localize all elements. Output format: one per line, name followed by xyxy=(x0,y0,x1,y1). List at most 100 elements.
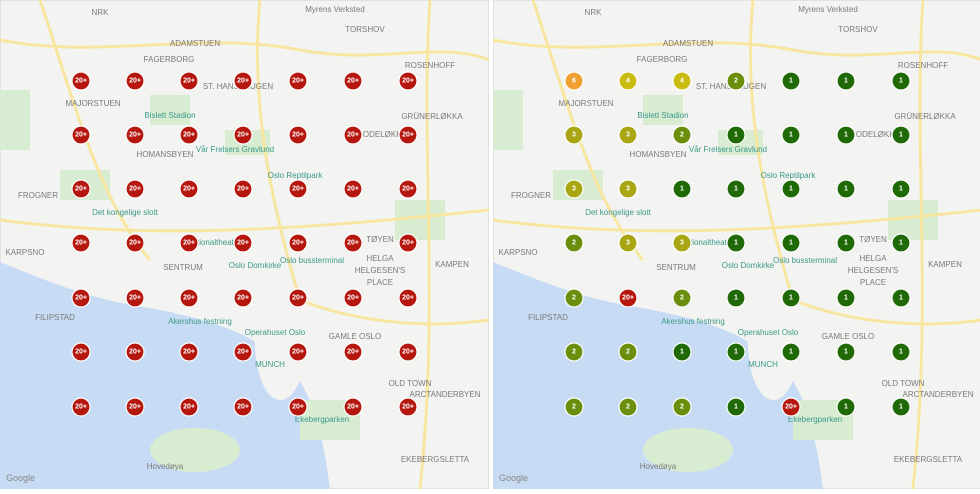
cluster-marker[interactable]: 3 xyxy=(564,125,584,145)
cluster-marker[interactable]: 1 xyxy=(781,233,801,253)
cluster-marker[interactable]: 20+ xyxy=(233,71,253,91)
cluster-marker[interactable]: 1 xyxy=(672,342,692,362)
cluster-marker[interactable]: 20+ xyxy=(343,288,363,308)
cluster-marker[interactable]: 20+ xyxy=(343,179,363,199)
cluster-marker[interactable]: 20+ xyxy=(398,71,418,91)
cluster-marker[interactable]: 1 xyxy=(781,125,801,145)
cluster-marker[interactable]: 1 xyxy=(891,71,911,91)
cluster-marker[interactable]: 3 xyxy=(618,125,638,145)
cluster-marker[interactable]: 20+ xyxy=(125,179,145,199)
cluster-marker[interactable]: 20+ xyxy=(233,288,253,308)
cluster-marker[interactable]: 1 xyxy=(891,179,911,199)
cluster-marker[interactable]: 20+ xyxy=(343,71,363,91)
cluster-marker[interactable]: 20+ xyxy=(125,233,145,253)
cluster-marker[interactable]: 1 xyxy=(726,342,746,362)
cluster-marker[interactable]: 20+ xyxy=(233,397,253,417)
cluster-marker[interactable]: 1 xyxy=(891,397,911,417)
cluster-marker[interactable]: 20+ xyxy=(125,342,145,362)
cluster-marker[interactable]: 1 xyxy=(781,71,801,91)
cluster-marker[interactable]: 20+ xyxy=(71,397,91,417)
cluster-marker[interactable]: 1 xyxy=(836,342,856,362)
cluster-marker[interactable]: 20+ xyxy=(398,233,418,253)
cluster-marker[interactable]: 4 xyxy=(672,71,692,91)
cluster-marker[interactable]: 20+ xyxy=(398,288,418,308)
cluster-marker[interactable]: 20+ xyxy=(288,397,308,417)
cluster-marker[interactable]: 4 xyxy=(618,71,638,91)
cluster-marker[interactable]: 20+ xyxy=(71,233,91,253)
cluster-marker[interactable]: 20+ xyxy=(233,233,253,253)
cluster-marker[interactable]: 1 xyxy=(726,179,746,199)
cluster-marker[interactable]: 20+ xyxy=(343,397,363,417)
cluster-marker[interactable]: 1 xyxy=(672,179,692,199)
cluster-marker[interactable]: 2 xyxy=(672,288,692,308)
cluster-marker[interactable]: 3 xyxy=(564,179,584,199)
cluster-marker[interactable]: 2 xyxy=(672,397,692,417)
cluster-marker[interactable]: 2 xyxy=(672,125,692,145)
cluster-marker[interactable]: 3 xyxy=(672,233,692,253)
cluster-marker[interactable]: 2 xyxy=(726,71,746,91)
cluster-marker[interactable]: 1 xyxy=(781,288,801,308)
cluster-marker[interactable]: 1 xyxy=(836,288,856,308)
cluster-marker[interactable]: 20+ xyxy=(179,233,199,253)
cluster-marker[interactable]: 1 xyxy=(726,288,746,308)
marker-circle xyxy=(398,233,418,253)
cluster-marker[interactable]: 20+ xyxy=(179,342,199,362)
cluster-marker[interactable]: 20+ xyxy=(781,397,801,417)
cluster-marker[interactable]: 1 xyxy=(836,71,856,91)
cluster-marker[interactable]: 20+ xyxy=(71,179,91,199)
cluster-marker[interactable]: 20+ xyxy=(179,288,199,308)
cluster-marker[interactable]: 1 xyxy=(836,233,856,253)
cluster-marker[interactable]: 20+ xyxy=(179,179,199,199)
cluster-marker[interactable]: 20+ xyxy=(71,125,91,145)
cluster-marker[interactable]: 20+ xyxy=(71,342,91,362)
marker-label: 3 xyxy=(626,186,630,193)
cluster-marker[interactable]: 3 xyxy=(618,179,638,199)
cluster-marker[interactable]: 2 xyxy=(618,342,638,362)
cluster-marker[interactable]: 20+ xyxy=(179,125,199,145)
cluster-marker[interactable]: 1 xyxy=(891,342,911,362)
cluster-marker[interactable]: 1 xyxy=(781,342,801,362)
cluster-marker[interactable]: 20+ xyxy=(288,125,308,145)
cluster-marker[interactable]: 20+ xyxy=(343,125,363,145)
cluster-marker[interactable]: 1 xyxy=(891,233,911,253)
cluster-marker[interactable]: 2 xyxy=(618,397,638,417)
cluster-marker[interactable]: 20+ xyxy=(233,342,253,362)
cluster-marker[interactable]: 1 xyxy=(726,397,746,417)
cluster-marker[interactable]: 1 xyxy=(891,288,911,308)
cluster-marker[interactable]: 2 xyxy=(564,342,584,362)
cluster-marker[interactable]: 20+ xyxy=(288,71,308,91)
cluster-marker[interactable]: 20+ xyxy=(233,179,253,199)
cluster-marker[interactable]: 20+ xyxy=(288,342,308,362)
cluster-marker[interactable]: 20+ xyxy=(179,71,199,91)
cluster-marker[interactable]: 20+ xyxy=(71,288,91,308)
cluster-marker[interactable]: 20+ xyxy=(233,125,253,145)
cluster-marker[interactable]: 20+ xyxy=(398,179,418,199)
cluster-marker[interactable]: 20+ xyxy=(71,71,91,91)
cluster-marker[interactable]: 20+ xyxy=(343,342,363,362)
cluster-marker[interactable]: 20+ xyxy=(125,125,145,145)
cluster-marker[interactable]: 20+ xyxy=(343,233,363,253)
cluster-marker[interactable]: 20+ xyxy=(288,179,308,199)
cluster-marker[interactable]: 1 xyxy=(726,125,746,145)
cluster-marker[interactable]: 20+ xyxy=(398,125,418,145)
cluster-marker[interactable]: 1 xyxy=(726,233,746,253)
cluster-marker[interactable]: 2 xyxy=(564,233,584,253)
cluster-marker[interactable]: 20+ xyxy=(179,397,199,417)
cluster-marker[interactable]: 1 xyxy=(836,125,856,145)
cluster-marker[interactable]: 20+ xyxy=(398,397,418,417)
cluster-marker[interactable]: 20+ xyxy=(125,288,145,308)
cluster-marker[interactable]: 20+ xyxy=(288,233,308,253)
cluster-marker[interactable]: 6 xyxy=(564,71,584,91)
cluster-marker[interactable]: 20+ xyxy=(125,71,145,91)
cluster-marker[interactable]: 1 xyxy=(836,179,856,199)
cluster-marker[interactable]: 20+ xyxy=(288,288,308,308)
cluster-marker[interactable]: 2 xyxy=(564,288,584,308)
cluster-marker[interactable]: 20+ xyxy=(398,342,418,362)
cluster-marker[interactable]: 1 xyxy=(781,179,801,199)
cluster-marker[interactable]: 1 xyxy=(891,125,911,145)
cluster-marker[interactable]: 20+ xyxy=(618,288,638,308)
cluster-marker[interactable]: 1 xyxy=(836,397,856,417)
cluster-marker[interactable]: 2 xyxy=(564,397,584,417)
cluster-marker[interactable]: 20+ xyxy=(125,397,145,417)
cluster-marker[interactable]: 3 xyxy=(618,233,638,253)
